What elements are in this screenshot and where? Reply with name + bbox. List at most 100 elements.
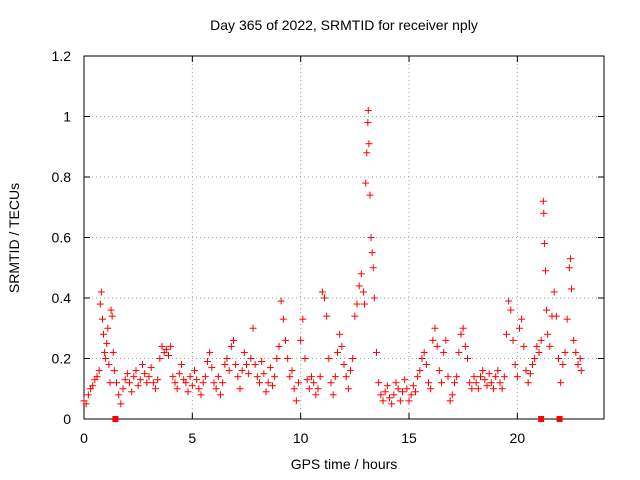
data-point <box>565 264 573 272</box>
data-point <box>470 373 478 381</box>
data-point <box>128 388 136 396</box>
data-point <box>367 234 375 241</box>
data-point <box>503 330 510 338</box>
data-point <box>507 306 515 314</box>
data-point <box>403 385 411 393</box>
data-point <box>477 373 484 381</box>
data-point <box>256 379 263 387</box>
data-point <box>212 385 220 393</box>
x-tick-label: 20 <box>510 430 526 446</box>
data-point <box>516 324 523 332</box>
data-point <box>284 355 292 362</box>
data-point <box>318 288 326 296</box>
data-point <box>466 379 474 387</box>
data-point <box>197 391 205 399</box>
data-point <box>555 355 562 362</box>
data-point <box>500 373 508 381</box>
data-point <box>349 355 357 362</box>
data-point <box>492 373 500 381</box>
data-point <box>481 376 489 384</box>
data-point <box>106 379 114 387</box>
data-point <box>479 367 487 375</box>
data-point <box>574 361 582 369</box>
data-point <box>464 355 471 362</box>
data-point <box>334 348 341 356</box>
data-point <box>451 379 458 387</box>
data-point <box>459 324 467 332</box>
data-point <box>572 348 580 356</box>
data-point <box>199 379 207 387</box>
data-point <box>308 373 315 381</box>
data-point <box>102 355 110 362</box>
data-point <box>363 149 371 157</box>
data-point <box>171 379 179 387</box>
data-point <box>282 336 289 344</box>
data-point <box>84 391 92 399</box>
data-point <box>130 373 138 381</box>
data-point <box>117 400 125 408</box>
data-point <box>498 385 506 393</box>
data-point <box>336 330 344 338</box>
data-point <box>381 388 389 396</box>
data-point <box>392 379 400 387</box>
data-point <box>444 373 452 381</box>
data-point <box>524 379 532 387</box>
data-point <box>388 400 396 408</box>
data-point <box>518 315 526 323</box>
data-point <box>214 373 222 381</box>
data-point <box>325 355 333 362</box>
data-point <box>438 379 445 387</box>
data-point <box>543 306 551 314</box>
data-point <box>566 255 574 263</box>
data-point <box>158 342 166 350</box>
data-point <box>539 197 547 205</box>
data-point <box>546 342 554 350</box>
y-axis-label: SRMTID / TECUs <box>6 182 22 294</box>
data-point <box>145 373 153 381</box>
data-point <box>108 312 116 320</box>
data-point <box>162 345 170 353</box>
data-point <box>446 397 454 405</box>
data-point <box>383 382 391 390</box>
data-point <box>405 397 413 405</box>
data-point <box>542 267 549 275</box>
data-point <box>407 391 415 399</box>
data-point <box>126 379 133 387</box>
data-point <box>221 361 229 369</box>
data-point <box>167 342 175 350</box>
data-point <box>485 370 493 378</box>
data-point <box>540 240 548 248</box>
data-point <box>351 312 359 320</box>
data-point <box>273 355 281 362</box>
x-tick-label: 5 <box>188 430 196 446</box>
data-point <box>552 312 560 320</box>
data-point <box>123 370 131 378</box>
data-point <box>357 270 365 278</box>
data-point <box>355 282 363 290</box>
data-point <box>422 361 430 369</box>
data-point <box>253 373 261 381</box>
data-point <box>288 367 296 375</box>
data-point <box>329 391 337 399</box>
data-point <box>305 385 313 393</box>
data-point <box>453 373 461 381</box>
data-point <box>522 367 530 375</box>
data-point <box>487 379 495 387</box>
data-point <box>461 342 469 350</box>
data-point <box>399 388 406 396</box>
data-point <box>107 306 115 314</box>
data-point <box>245 370 253 378</box>
data-point <box>526 370 534 378</box>
data-point <box>414 373 422 381</box>
data-point <box>104 324 112 332</box>
data-point <box>292 397 300 405</box>
data-point <box>429 336 437 344</box>
data-point <box>193 376 201 384</box>
data-point <box>223 355 231 362</box>
zero-marker <box>112 416 119 422</box>
y-tick-label: 1 <box>63 109 71 125</box>
y-tick-label: 0.8 <box>52 169 72 185</box>
data-point <box>103 339 111 347</box>
data-point <box>347 367 354 375</box>
data-point <box>182 379 190 387</box>
